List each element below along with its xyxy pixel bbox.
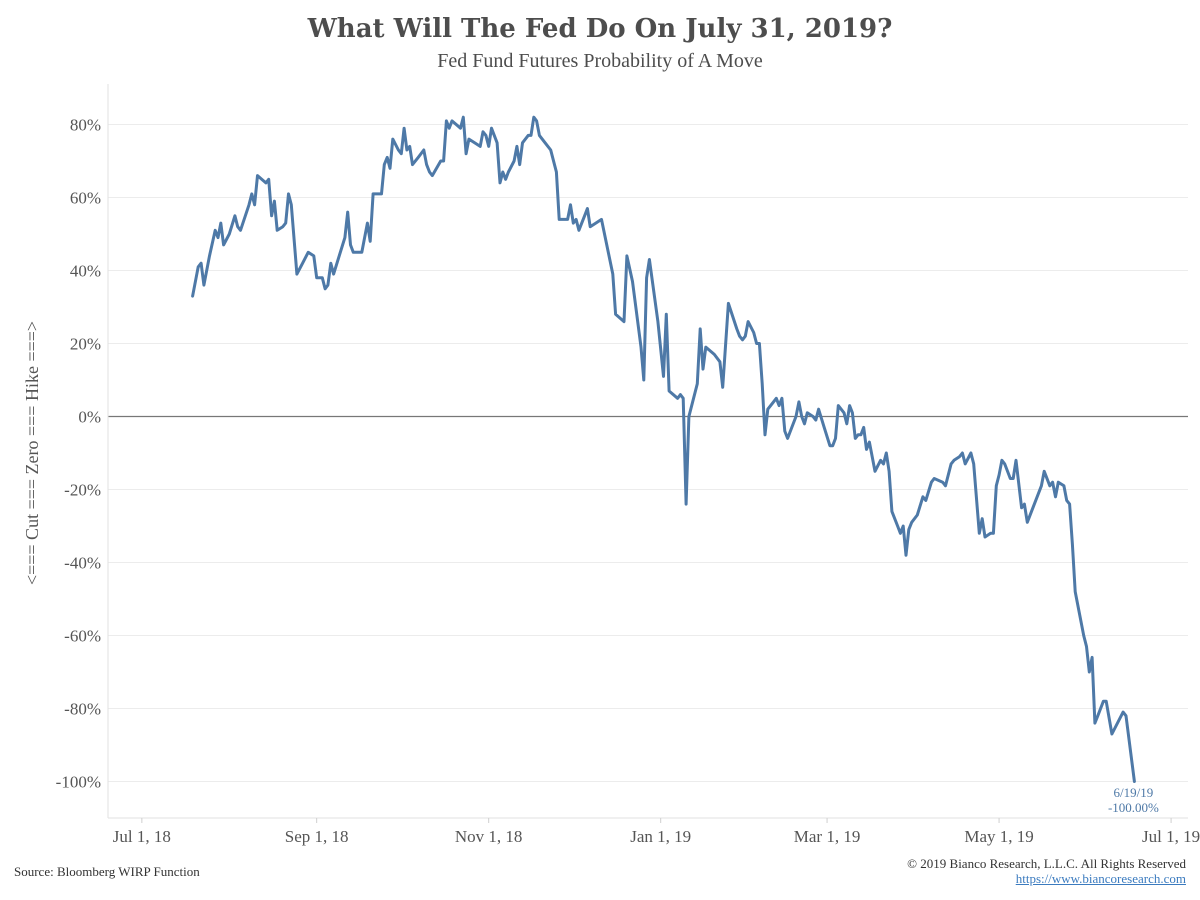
footer-credits: © 2019 Bianco Research, L.L.C. All Right…: [907, 856, 1186, 886]
chart-subtitle: Fed Fund Futures Probability of A Move: [437, 50, 763, 72]
source-note: Source: Bloomberg WIRP Function: [14, 864, 200, 879]
copyright-text: © 2019 Bianco Research, L.L.C. All Right…: [907, 856, 1186, 871]
gridlines: [108, 124, 1188, 782]
y-tick-label: 80%: [70, 116, 101, 135]
y-tick-label: 60%: [70, 189, 101, 208]
x-tick-label: Jan 1, 19: [630, 827, 691, 846]
y-tick-label: 0%: [78, 408, 101, 427]
x-tick-label: May 1, 19: [964, 827, 1033, 846]
y-tick-label: -60%: [64, 627, 101, 646]
annotation-value: -100.00%: [1108, 800, 1159, 815]
axes: 80% 60% 40% 20% 0% -20% -40% -60% -80% -100% Jul 1…: [22, 84, 1200, 846]
website-link[interactable]: https://www.biancoresearch.com: [1015, 871, 1186, 886]
y-tick-label: -40%: [64, 554, 101, 573]
y-tick-label: -100%: [56, 773, 101, 792]
y-tick-label: 40%: [70, 262, 101, 281]
chart-title: What Will The Fed Do On July 31, 2019?: [307, 14, 893, 44]
series-line: [191, 115, 1136, 783]
x-tick-label: Sep 1, 18: [285, 827, 349, 846]
y-axis-title: <=== Cut === Zero === Hike ===>: [22, 321, 42, 585]
x-tick-label: Jul 1, 19: [1142, 827, 1200, 846]
annotation-date: 6/19/19: [1114, 785, 1154, 800]
x-tick-label: Nov 1, 18: [455, 827, 523, 846]
y-tick-label: -80%: [64, 700, 101, 719]
annotation-layer: 6/19/19-100.00%: [1108, 785, 1159, 815]
y-tick-label: -20%: [64, 481, 101, 500]
series-layer: [191, 115, 1136, 783]
x-tick-label: Mar 1, 19: [794, 827, 861, 846]
y-tick-label: 20%: [70, 335, 101, 354]
x-tick-label: Jul 1, 18: [113, 827, 171, 846]
